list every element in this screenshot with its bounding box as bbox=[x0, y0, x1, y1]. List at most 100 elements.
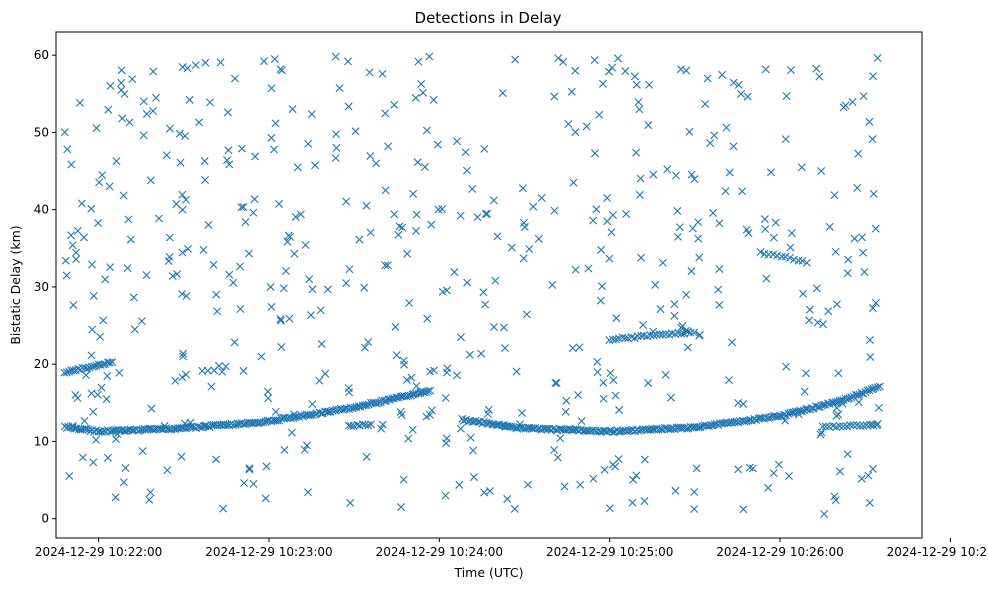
data-point bbox=[761, 65, 770, 74]
data-point bbox=[270, 145, 278, 154]
y-axis: 0 10 20 30 40 50 60 bbox=[34, 48, 56, 526]
data-point bbox=[732, 417, 741, 426]
data-point bbox=[756, 248, 765, 257]
data-point bbox=[715, 219, 724, 228]
data-point bbox=[603, 194, 612, 202]
data-point bbox=[799, 289, 808, 298]
data-point bbox=[201, 421, 210, 430]
data-point bbox=[108, 358, 117, 367]
data-point bbox=[412, 210, 421, 219]
data-point bbox=[715, 265, 724, 274]
data-point bbox=[607, 228, 616, 237]
data-point bbox=[142, 110, 151, 119]
data-point bbox=[300, 411, 309, 420]
data-point bbox=[781, 416, 790, 425]
data-point bbox=[584, 264, 593, 273]
data-point bbox=[550, 92, 559, 101]
data-point bbox=[433, 140, 442, 149]
data-point bbox=[499, 323, 508, 332]
data-point bbox=[774, 460, 783, 469]
data-point bbox=[178, 190, 187, 199]
data-point bbox=[308, 400, 317, 409]
data-point bbox=[219, 504, 228, 513]
data-point bbox=[744, 416, 753, 425]
data-point bbox=[269, 416, 278, 425]
data-point bbox=[739, 505, 748, 514]
data-point bbox=[275, 199, 284, 208]
data-point bbox=[729, 78, 738, 87]
data-point bbox=[734, 465, 743, 474]
data-point bbox=[695, 253, 704, 262]
data-point bbox=[678, 322, 687, 331]
data-point bbox=[598, 282, 607, 291]
data-point bbox=[477, 349, 486, 358]
data-point bbox=[270, 55, 279, 64]
data-point bbox=[249, 479, 258, 488]
data-point bbox=[172, 199, 181, 208]
data-point bbox=[112, 157, 121, 166]
data-point bbox=[860, 267, 869, 276]
data-point bbox=[592, 205, 601, 214]
data-point bbox=[859, 248, 868, 257]
data-point bbox=[865, 336, 874, 345]
data-point bbox=[854, 398, 863, 407]
data-point bbox=[644, 121, 653, 130]
data-point bbox=[632, 148, 641, 157]
data-point bbox=[527, 424, 536, 433]
data-point bbox=[160, 421, 169, 430]
data-point bbox=[181, 131, 190, 140]
data-point bbox=[300, 445, 309, 454]
data-point bbox=[321, 369, 330, 378]
data-point bbox=[512, 367, 521, 376]
data-point bbox=[798, 256, 807, 265]
data-point bbox=[287, 428, 296, 437]
data-point bbox=[485, 486, 494, 495]
data-point bbox=[589, 474, 598, 483]
data-point bbox=[800, 387, 809, 396]
data-point bbox=[355, 235, 364, 244]
data-point bbox=[171, 376, 180, 385]
data-point bbox=[690, 488, 699, 496]
data-point bbox=[225, 160, 234, 169]
data-point bbox=[655, 330, 664, 339]
data-point bbox=[675, 223, 684, 232]
y-axis-label: Bistatic Delay (km) bbox=[8, 225, 23, 344]
data-point bbox=[392, 351, 401, 360]
data-point bbox=[553, 453, 562, 462]
data-point bbox=[117, 78, 126, 87]
data-point bbox=[178, 373, 187, 382]
data-point bbox=[73, 393, 82, 402]
data-point bbox=[671, 171, 680, 180]
data-point bbox=[290, 249, 299, 258]
data-point bbox=[344, 102, 353, 111]
data-point bbox=[849, 421, 858, 430]
data-point bbox=[356, 402, 365, 411]
data-point bbox=[479, 288, 488, 297]
data-point bbox=[72, 248, 81, 257]
data-point bbox=[267, 84, 276, 93]
data-point bbox=[450, 268, 459, 277]
data-point bbox=[146, 488, 155, 497]
y-tick-label: 40 bbox=[34, 203, 49, 217]
data-point bbox=[245, 249, 253, 258]
data-point bbox=[149, 425, 158, 434]
data-point bbox=[781, 135, 790, 144]
data-point bbox=[567, 87, 576, 96]
data-point bbox=[390, 100, 399, 109]
data-point bbox=[651, 280, 660, 289]
data-point bbox=[394, 230, 403, 239]
data-point bbox=[69, 366, 78, 375]
data-point bbox=[666, 425, 675, 434]
data-point bbox=[561, 407, 570, 416]
data-point bbox=[511, 55, 520, 64]
data-point bbox=[597, 245, 606, 254]
data-point bbox=[873, 383, 882, 392]
data-point bbox=[853, 183, 862, 192]
data-point bbox=[595, 110, 604, 119]
data-point bbox=[551, 378, 560, 387]
chart-title: Detections in Delay bbox=[415, 9, 562, 27]
data-point bbox=[362, 452, 371, 461]
data-point bbox=[812, 64, 821, 73]
data-point bbox=[577, 417, 586, 426]
data-point bbox=[73, 226, 82, 235]
